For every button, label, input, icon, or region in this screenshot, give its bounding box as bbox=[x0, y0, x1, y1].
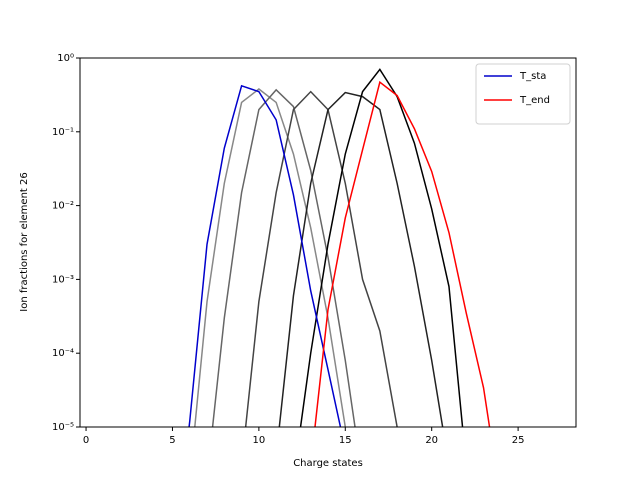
y-tick-label: 10⁰ bbox=[57, 53, 74, 64]
y-tick-label: 10⁻⁴ bbox=[52, 348, 74, 359]
series-line bbox=[314, 80, 491, 427]
series-line bbox=[194, 88, 347, 427]
x-tick-label: 15 bbox=[339, 435, 352, 446]
x-tick-label: 0 bbox=[83, 435, 89, 446]
x-tick-label: 10 bbox=[253, 435, 266, 446]
plot-area bbox=[188, 68, 491, 427]
axes-frame bbox=[79, 57, 577, 428]
x-axis-label: Charge states bbox=[293, 458, 363, 469]
y-tick-label: 10⁻² bbox=[52, 201, 74, 212]
legend-label: T_end bbox=[519, 95, 550, 106]
series-line bbox=[299, 68, 464, 427]
y-tick-label: 10⁻³ bbox=[52, 274, 74, 285]
x-tick-label: 5 bbox=[169, 435, 175, 446]
legend-box bbox=[475, 63, 571, 125]
series-line bbox=[278, 91, 444, 427]
series-line bbox=[211, 88, 356, 427]
legend-label: T_sta bbox=[519, 71, 546, 82]
legend: T_sta T_end bbox=[475, 63, 571, 125]
x-tick-label: 20 bbox=[425, 435, 438, 446]
y-tick-label: 10⁻¹ bbox=[52, 127, 74, 138]
series-line bbox=[188, 84, 342, 427]
y-tick-label: 10⁻⁵ bbox=[52, 422, 74, 433]
x-tick-label: 25 bbox=[512, 435, 525, 446]
y-axis-label: Ion fractions for element 26 bbox=[19, 172, 30, 311]
